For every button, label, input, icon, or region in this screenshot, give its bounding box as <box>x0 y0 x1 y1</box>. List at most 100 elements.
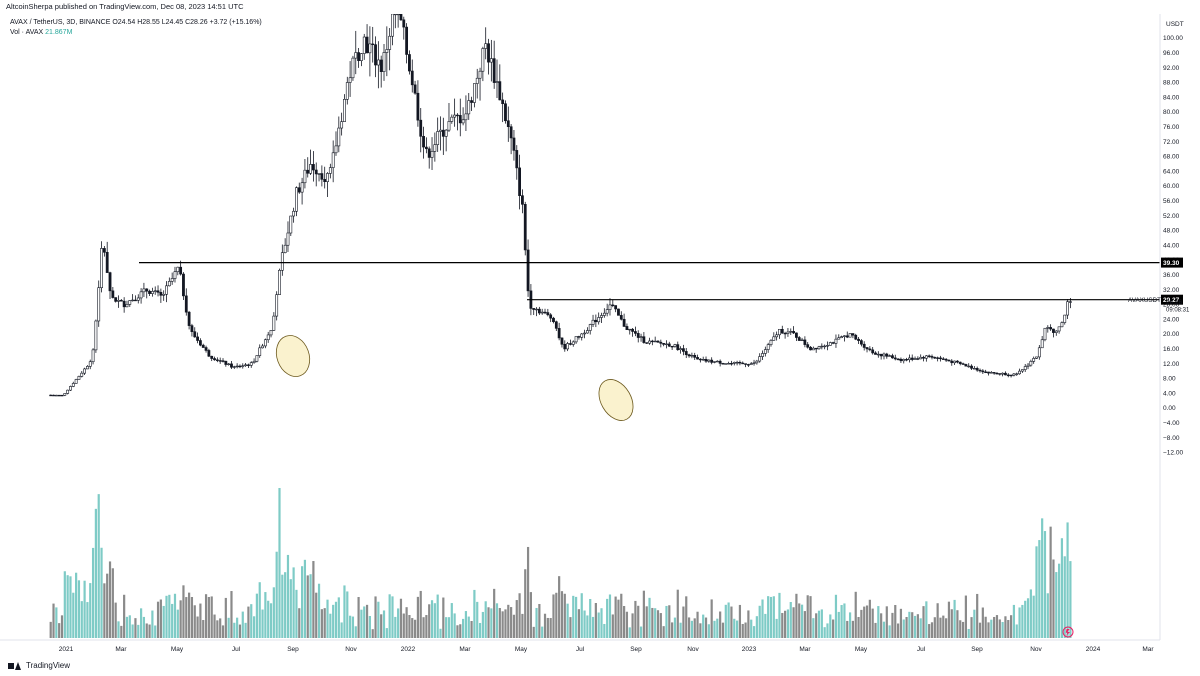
replay-icon[interactable] <box>1062 626 1074 638</box>
highlight-circle-aug-2022[interactable] <box>592 373 640 426</box>
volume-bar <box>66 575 69 638</box>
volume-bar <box>326 599 329 638</box>
candle-body <box>721 363 725 365</box>
volume-bar <box>382 610 386 638</box>
candle <box>687 353 691 358</box>
volume-bar <box>493 588 496 638</box>
volume-bar <box>648 597 651 638</box>
candle-body <box>987 371 990 374</box>
volume-bar <box>846 620 849 638</box>
volume-bar <box>179 600 182 638</box>
candle <box>1066 299 1069 319</box>
volume-bar <box>603 623 606 638</box>
candle <box>809 346 812 351</box>
level-tag-label: 39.30 <box>1163 260 1180 267</box>
candle <box>255 355 259 363</box>
volume-bar <box>1041 518 1044 638</box>
candle <box>433 132 437 162</box>
volume-bar <box>998 619 1001 638</box>
price-tick-label: −8.00 <box>1163 435 1180 442</box>
time-tick-label: 2024 <box>1086 646 1101 653</box>
candle-body <box>478 70 482 79</box>
volume-bar <box>230 591 233 638</box>
candle <box>840 335 844 339</box>
candle-body <box>696 357 699 360</box>
volume-bar <box>637 605 640 638</box>
candle-body <box>122 300 126 308</box>
candle <box>303 159 307 189</box>
candle-body <box>91 349 95 363</box>
candle <box>351 55 355 81</box>
volume-bar <box>645 606 648 638</box>
candle-body <box>605 309 609 314</box>
candle <box>659 339 663 348</box>
candle-body <box>1023 366 1027 370</box>
volume-bar <box>625 611 629 638</box>
candle-body <box>1037 347 1041 358</box>
candle <box>470 96 473 112</box>
candle-body <box>128 300 132 305</box>
candle-body <box>275 294 279 317</box>
price-tick-label: 72.00 <box>1163 139 1180 146</box>
volume-bar <box>690 620 693 638</box>
candle-body <box>557 328 561 339</box>
candle-body <box>998 373 1002 375</box>
candle <box>1004 371 1007 376</box>
candle <box>961 362 965 365</box>
volume-bar <box>504 609 507 638</box>
tradingview-logo[interactable]: TradingView <box>8 661 70 671</box>
candle-body <box>518 167 521 196</box>
candle-body <box>806 344 810 348</box>
candle-body <box>280 252 284 271</box>
volume-bar <box>128 615 131 638</box>
volume-bar <box>730 606 733 638</box>
candle <box>475 68 479 99</box>
candle-body <box>74 379 78 384</box>
candle-body <box>956 360 959 363</box>
tradingview-icon <box>8 662 22 670</box>
volume-bar <box>411 618 414 638</box>
volume-bar <box>1009 615 1013 638</box>
candle <box>896 358 900 361</box>
volume-bar <box>97 494 100 638</box>
candle-body <box>882 353 886 357</box>
volume-bar <box>470 621 473 638</box>
candle <box>987 371 990 376</box>
volume-bar <box>606 598 609 638</box>
highlight-circle-sep-2021[interactable] <box>271 331 315 381</box>
candle <box>297 182 301 194</box>
volume-bar <box>86 602 89 638</box>
volume-bar <box>834 594 838 638</box>
volume-bar <box>125 616 129 638</box>
volume-bar <box>476 601 479 638</box>
candle-body <box>670 345 674 348</box>
price-chart[interactable]: USDT 100.00 96.00 92.00 88.00 84.00 80.00 76.00… <box>0 14 1200 656</box>
candle <box>704 356 708 363</box>
volume-bar <box>775 618 778 638</box>
candle <box>134 295 137 302</box>
candle <box>515 145 519 180</box>
volume-bar <box>832 619 835 638</box>
candle <box>413 80 417 95</box>
candle <box>876 351 880 358</box>
volume-bar <box>357 597 360 638</box>
candle-body <box>874 352 877 355</box>
candle-body <box>357 52 360 61</box>
candle <box>577 335 581 340</box>
volume-bar <box>306 575 309 638</box>
candle <box>427 146 431 169</box>
candle-body <box>512 137 516 151</box>
candle <box>184 288 188 316</box>
volume-bar <box>865 605 869 638</box>
candle-body <box>944 358 948 361</box>
candle-body <box>961 363 965 365</box>
candle <box>806 342 810 349</box>
candle-body <box>1035 356 1038 359</box>
candle-body <box>749 363 753 365</box>
candle-body <box>597 317 601 323</box>
candle <box>131 294 135 302</box>
candle <box>456 113 459 131</box>
candle <box>391 14 394 46</box>
candle-body <box>625 326 629 330</box>
volume-bar <box>77 580 81 638</box>
